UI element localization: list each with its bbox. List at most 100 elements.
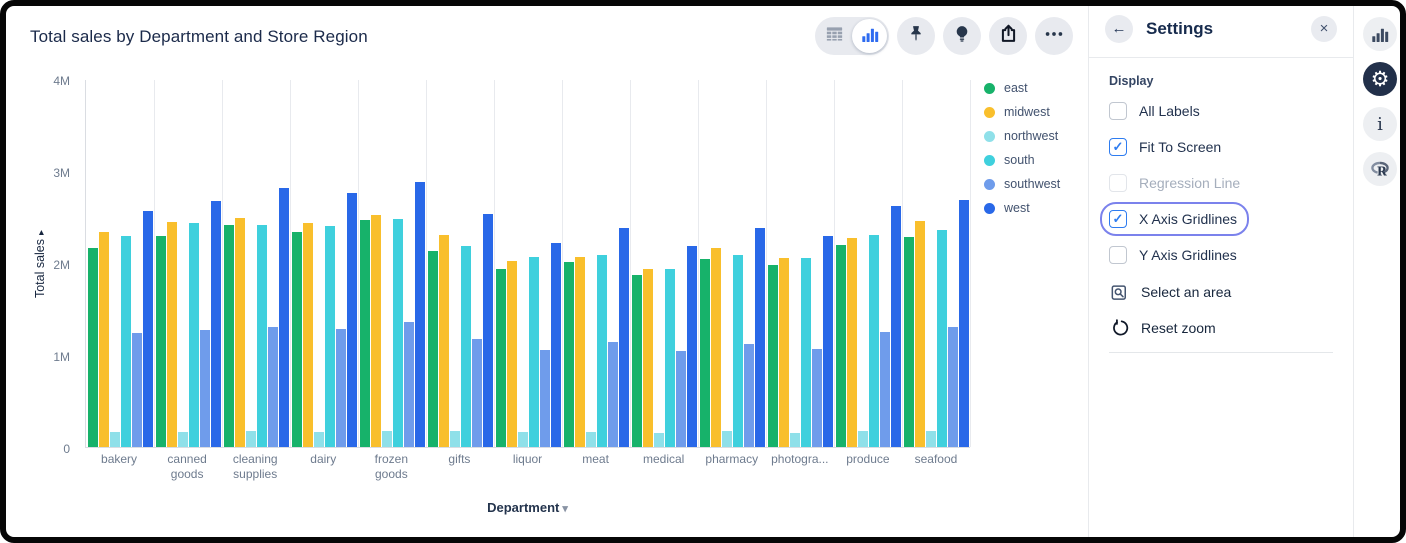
- bar-southwest[interactable]: [471, 339, 482, 447]
- bar-west[interactable]: [754, 228, 765, 447]
- bar-midwest[interactable]: [574, 256, 585, 447]
- legend-item-south[interactable]: south: [984, 148, 1060, 172]
- bar-south[interactable]: [732, 254, 743, 447]
- bar-south[interactable]: [936, 229, 947, 447]
- checkbox-row-all-labels[interactable]: All Labels: [1109, 100, 1200, 122]
- bar-west[interactable]: [414, 182, 425, 447]
- bar-southwest[interactable]: [199, 330, 210, 447]
- bar-southwest[interactable]: [335, 329, 346, 447]
- close-button[interactable]: ×: [1311, 15, 1337, 42]
- sidebar-r-logo-button[interactable]: R: [1363, 152, 1397, 186]
- view-toggle-table-icon[interactable]: [817, 19, 852, 53]
- bar-southwest[interactable]: [743, 344, 754, 447]
- bar-northwest[interactable]: [789, 433, 800, 447]
- bar-midwest[interactable]: [846, 238, 857, 447]
- bar-west[interactable]: [686, 246, 697, 447]
- bar-east[interactable]: [903, 237, 914, 447]
- bar-northwest[interactable]: [857, 431, 868, 447]
- bar-midwest[interactable]: [506, 261, 517, 447]
- pin-button[interactable]: [897, 17, 935, 55]
- plot-area[interactable]: [85, 80, 971, 448]
- lightbulb-button[interactable]: [943, 17, 981, 55]
- bar-midwest[interactable]: [778, 258, 789, 447]
- bar-east[interactable]: [155, 236, 166, 447]
- view-toggle-bar-chart-icon[interactable]: [852, 19, 887, 53]
- bar-south[interactable]: [800, 258, 811, 447]
- legend-item-west[interactable]: west: [984, 196, 1060, 220]
- bar-northwest[interactable]: [517, 432, 528, 447]
- sidebar-info-button[interactable]: i: [1363, 107, 1397, 141]
- bar-southwest[interactable]: [607, 342, 618, 447]
- x-axis-title-dropdown[interactable]: Department ▾: [487, 500, 568, 515]
- bar-east[interactable]: [563, 262, 574, 447]
- bar-midwest[interactable]: [98, 231, 109, 447]
- bar-northwest[interactable]: [245, 431, 256, 447]
- bar-west[interactable]: [278, 187, 289, 447]
- bar-west[interactable]: [958, 199, 969, 447]
- bar-east[interactable]: [631, 275, 642, 447]
- bar-northwest[interactable]: [653, 433, 664, 447]
- bar-east[interactable]: [767, 264, 778, 447]
- sidebar-bar-chart-button[interactable]: [1363, 17, 1397, 51]
- bar-west[interactable]: [550, 242, 561, 447]
- bar-northwest[interactable]: [313, 432, 324, 447]
- bar-southwest[interactable]: [675, 351, 686, 447]
- bar-west[interactable]: [890, 206, 901, 447]
- bar-south[interactable]: [324, 226, 335, 447]
- legend-item-southwest[interactable]: southwest: [984, 172, 1060, 196]
- bar-east[interactable]: [291, 231, 302, 447]
- action-select-an-area[interactable]: Select an area: [1109, 280, 1333, 304]
- checkbox-row-fit-to-screen[interactable]: ✓ Fit To Screen: [1109, 136, 1221, 158]
- bar-midwest[interactable]: [710, 248, 721, 447]
- bar-southwest[interactable]: [403, 321, 414, 447]
- bar-east[interactable]: [495, 269, 506, 447]
- bar-northwest[interactable]: [449, 431, 460, 447]
- bar-west[interactable]: [210, 201, 221, 447]
- bar-south[interactable]: [528, 256, 539, 447]
- bar-east[interactable]: [427, 251, 438, 447]
- bar-southwest[interactable]: [811, 348, 822, 447]
- bar-west[interactable]: [142, 210, 153, 447]
- bar-northwest[interactable]: [721, 431, 732, 447]
- bar-midwest[interactable]: [166, 221, 177, 447]
- legend-item-midwest[interactable]: midwest: [984, 100, 1060, 124]
- legend-item-east[interactable]: east: [984, 76, 1060, 100]
- bar-northwest[interactable]: [177, 432, 188, 447]
- bar-southwest[interactable]: [267, 327, 278, 447]
- bar-south[interactable]: [188, 222, 199, 447]
- more-button[interactable]: [1035, 17, 1073, 55]
- bar-southwest[interactable]: [947, 326, 958, 447]
- share-button[interactable]: [989, 17, 1027, 55]
- bar-east[interactable]: [359, 219, 370, 447]
- bar-midwest[interactable]: [302, 223, 313, 447]
- bar-west[interactable]: [482, 214, 493, 447]
- bar-south[interactable]: [460, 245, 471, 447]
- bar-south[interactable]: [120, 236, 131, 447]
- checkbox-row-x-axis-gridlines[interactable]: ✓ X Axis Gridlines: [1099, 202, 1250, 236]
- legend-item-northwest[interactable]: northwest: [984, 124, 1060, 148]
- bar-midwest[interactable]: [234, 217, 245, 447]
- bar-midwest[interactable]: [438, 235, 449, 447]
- bar-east[interactable]: [87, 248, 98, 447]
- bar-southwest[interactable]: [131, 332, 142, 447]
- bar-east[interactable]: [835, 244, 846, 447]
- sidebar-gear-button[interactable]: ⚙: [1363, 62, 1397, 96]
- bar-south[interactable]: [256, 225, 267, 447]
- bar-midwest[interactable]: [642, 268, 653, 447]
- bar-midwest[interactable]: [914, 220, 925, 447]
- bar-midwest[interactable]: [370, 215, 381, 447]
- action-reset-zoom[interactable]: Reset zoom: [1109, 316, 1333, 340]
- bar-south[interactable]: [868, 235, 879, 447]
- back-button[interactable]: ←: [1105, 14, 1133, 43]
- bar-east[interactable]: [699, 259, 710, 447]
- bar-east[interactable]: [223, 225, 234, 447]
- bar-southwest[interactable]: [879, 332, 890, 447]
- bar-west[interactable]: [618, 228, 629, 447]
- bar-south[interactable]: [664, 269, 675, 447]
- bar-northwest[interactable]: [109, 432, 120, 447]
- bar-west[interactable]: [346, 193, 357, 447]
- bar-northwest[interactable]: [585, 432, 596, 447]
- bar-northwest[interactable]: [381, 431, 392, 447]
- bar-south[interactable]: [596, 254, 607, 447]
- checkbox-row-y-axis-gridlines[interactable]: Y Axis Gridlines: [1109, 244, 1237, 266]
